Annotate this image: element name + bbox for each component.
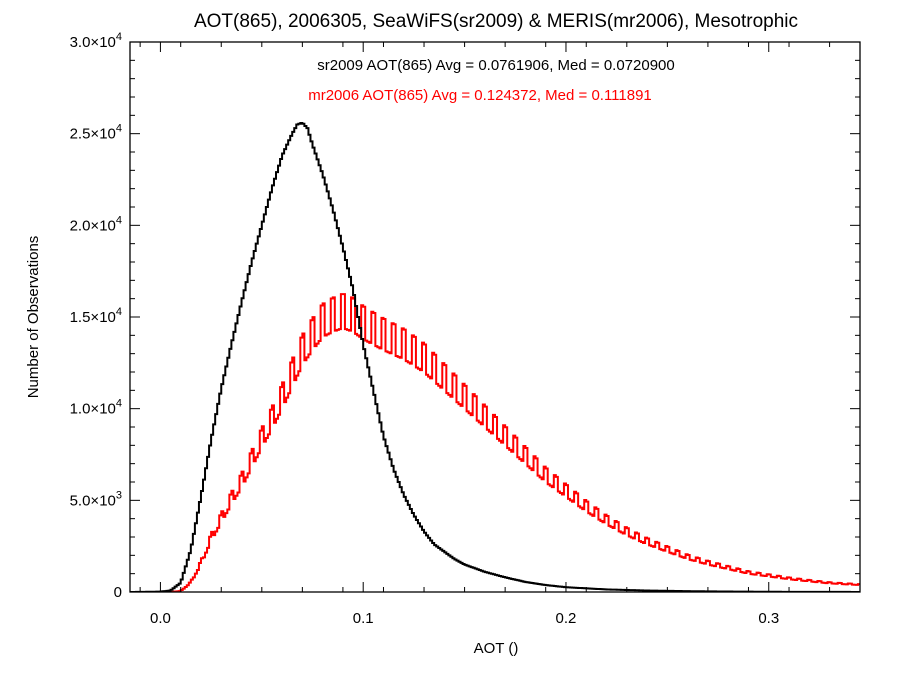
y-axis-label: Number of Observations [25,236,42,399]
y-tick-exponent: 4 [116,306,122,318]
y-tick-label: 2.5×104 [70,123,122,143]
y-tick-label: 3.0×104 [70,31,122,51]
y-tick-label: 1.0×104 [70,398,122,418]
x-axis-label: AOT () [474,640,519,657]
y-tick-exponent: 3 [116,489,122,501]
y-tick-mantissa: 2.0×10 [70,217,116,234]
y-tick-label: 0 [114,584,122,601]
plot-area-frame [129,41,861,593]
y-tick-mantissa: 2.5×10 [70,126,116,143]
y-tick-label: 1.5×104 [70,306,122,326]
y-tick-mantissa: 5.0×10 [70,492,116,509]
y-tick-label: 2.0×104 [70,214,122,234]
y-tick-exponent: 4 [116,31,122,43]
y-tick-mantissa: 1.5×10 [70,309,116,326]
y-tick-exponent: 4 [116,398,122,410]
x-tick-label: 0.0 [150,610,171,627]
chart-title: AOT(865), 2006305, SeaWiFS(sr2009) & MER… [194,11,798,32]
y-tick-exponent: 4 [116,214,122,226]
x-tick-label: 0.3 [758,610,779,627]
y-tick-mantissa: 3.0×10 [70,34,116,51]
x-tick-label: 0.1 [353,610,374,627]
histogram-series-sr2009 [130,122,860,592]
series-annotation-sr2009: sr2009 AOT(865) Avg = 0.0761906, Med = 0… [317,57,675,74]
histogram-series-mr2006 [130,293,860,592]
y-tick-label: 5.0×103 [70,489,122,509]
y-tick-mantissa: 1.0×10 [70,401,116,418]
series-annotation-mr2006: mr2006 AOT(865) Avg = 0.124372, Med = 0.… [308,87,652,104]
y-tick-exponent: 4 [116,123,122,135]
y-tick-mantissa: 0 [114,584,122,601]
x-tick-label: 0.2 [556,610,577,627]
